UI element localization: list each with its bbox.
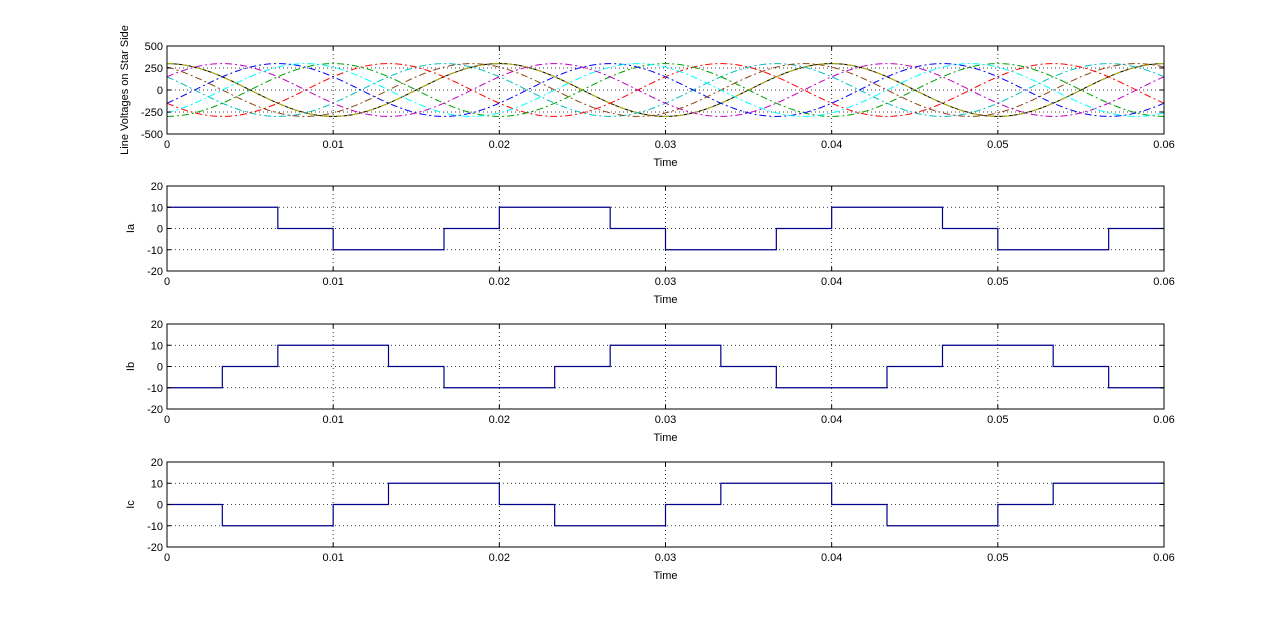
x-tick-label: 0.02	[489, 414, 510, 426]
voltage-series-line	[166, 63, 1165, 117]
y-tick-label: 10	[151, 202, 163, 214]
y-tick-label: -20	[147, 266, 163, 278]
y-tick-label: -250	[141, 107, 163, 119]
y-tick-label: 10	[151, 478, 163, 490]
y-axis-label: Ia	[125, 223, 137, 233]
x-tick-label: 0.03	[655, 276, 676, 288]
y-tick-label: -10	[147, 383, 163, 395]
x-tick-label: 0.03	[655, 552, 676, 564]
y-tick-label: 0	[157, 362, 163, 374]
x-tick-label: 0	[164, 139, 170, 151]
x-tick-label: 0.01	[322, 552, 343, 564]
x-tick-label: 0.05	[987, 552, 1008, 564]
x-tick-label: 0.06	[1153, 276, 1174, 288]
y-tick-label: 20	[151, 457, 163, 469]
x-tick-label: 0	[164, 414, 170, 426]
subplot-3: 0 0.01 0.02 0.03 0.04 0.05 0.06 20 10 0 -10 -20 Time…	[125, 319, 1175, 444]
x-tick-label: 0.02	[489, 139, 510, 151]
x-tick-label: 0.06	[1153, 552, 1174, 564]
y-tick-label: 500	[145, 41, 163, 53]
x-tick-label: 0.04	[821, 276, 842, 288]
subplot-1: 0 0.01 0.02 0.03 0.04 0.05 0.06 500 250 0 -250 -500…	[119, 25, 1175, 169]
x-tick-label: 0.04	[821, 552, 842, 564]
x-tick-label: 0.06	[1153, 414, 1174, 426]
voltage-series-line	[166, 63, 1165, 117]
y-tick-label: 10	[151, 340, 163, 352]
x-tick-label: 0.01	[322, 276, 343, 288]
y-tick-label: 0	[157, 500, 163, 512]
x-tick-label: 0.05	[987, 139, 1008, 151]
y-tick-label: -10	[147, 245, 163, 257]
x-tick-label: 0.01	[322, 414, 343, 426]
x-axis-label: Time	[653, 432, 677, 444]
x-tick-label: 0.03	[655, 414, 676, 426]
y-tick-label: 20	[151, 319, 163, 331]
y-tick-label: 0	[157, 224, 163, 236]
voltage-series-line	[166, 63, 1165, 117]
subplot-2: 0 0.01 0.02 0.03 0.04 0.05 0.06 20 10 0 -10 -20 Time…	[125, 181, 1175, 306]
x-tick-label: 0.02	[489, 552, 510, 564]
y-axis-label: Ib	[125, 362, 137, 371]
x-tick-label: 0	[164, 276, 170, 288]
voltage-series-line	[166, 63, 1165, 117]
y-axis-label: Line Voltages on Star Side	[119, 25, 131, 155]
x-tick-label: 0.01	[322, 139, 343, 151]
y-tick-label: -20	[147, 542, 163, 554]
y-tick-label: 0	[157, 85, 163, 97]
current-series-line	[167, 206, 1164, 251]
y-tick-label: -500	[141, 129, 163, 141]
x-tick-label: 0.04	[821, 139, 842, 151]
x-tick-label: 0	[164, 552, 170, 564]
x-tick-label: 0.05	[987, 276, 1008, 288]
x-axis-label: Time	[653, 157, 677, 169]
x-tick-label: 0.04	[821, 414, 842, 426]
x-tick-label: 0.06	[1153, 139, 1174, 151]
y-tick-label: 250	[145, 63, 163, 75]
y-axis-label: Ic	[125, 500, 137, 509]
current-series-line	[167, 482, 1164, 527]
y-tick-label: -10	[147, 521, 163, 533]
voltage-series-line	[166, 63, 1165, 117]
x-tick-label: 0.02	[489, 276, 510, 288]
x-tick-label: 0.05	[987, 414, 1008, 426]
current-series-line	[167, 344, 1164, 389]
y-tick-label: -20	[147, 404, 163, 416]
x-axis-label: Time	[653, 570, 677, 582]
x-tick-label: 0.03	[655, 139, 676, 151]
x-axis-label: Time	[653, 294, 677, 306]
y-tick-label: 20	[151, 181, 163, 193]
voltage-series-line	[166, 63, 1165, 117]
subplot-4: 0 0.01 0.02 0.03 0.04 0.05 0.06 20 10 0 -10 -20 Time…	[125, 457, 1175, 582]
